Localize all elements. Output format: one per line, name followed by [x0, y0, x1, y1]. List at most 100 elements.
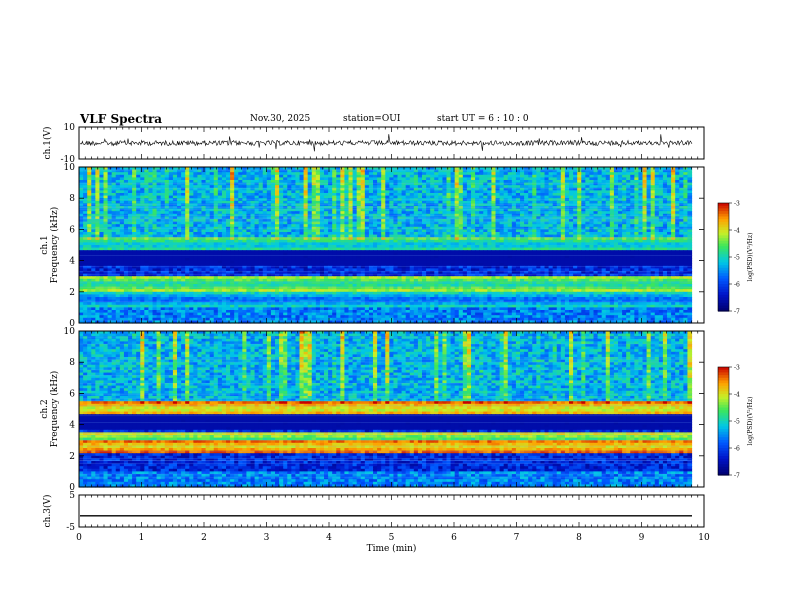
spectro-cell	[340, 203, 346, 207]
spectro-cell	[315, 190, 321, 194]
spectro-cell	[548, 167, 554, 171]
spectro-cell	[462, 180, 468, 184]
spectro-cell	[234, 211, 239, 215]
spectro-cell	[205, 169, 211, 173]
spectro-cell	[205, 206, 211, 210]
spectro-cell	[507, 193, 513, 197]
spectro-cell	[87, 208, 92, 212]
spectro-cell	[193, 206, 199, 210]
spectro-cell	[634, 180, 640, 184]
spectro-cell	[193, 174, 199, 178]
spectro-cell	[279, 200, 284, 204]
spectro-cell	[430, 167, 435, 171]
spectro-cell	[79, 180, 84, 184]
spectro-cell	[344, 185, 350, 189]
spectro-cell	[238, 187, 243, 191]
spectro-cell	[266, 208, 272, 212]
spectro-cell	[491, 193, 497, 197]
spectro-cell	[601, 185, 607, 189]
spectro-cell	[279, 198, 284, 202]
spectro-cell	[564, 182, 570, 186]
spectro-cell	[683, 169, 689, 173]
spectro-cell	[205, 200, 211, 204]
spectro-cell	[107, 190, 113, 194]
spectro-cell	[556, 177, 562, 181]
spectro-cell	[270, 200, 276, 204]
spectro-cell	[520, 208, 525, 212]
spectro-cell	[307, 193, 313, 197]
spectro-cell	[336, 187, 341, 191]
spectro-cell	[618, 193, 623, 197]
spectro-cell	[258, 203, 264, 207]
spectro-cell	[589, 203, 595, 207]
spectro-cell	[217, 174, 223, 178]
spectro-cell	[99, 169, 105, 173]
spectro-cell	[123, 200, 129, 204]
spectro-cell	[462, 206, 468, 210]
spectro-cell	[605, 177, 611, 181]
spectro-cell	[348, 172, 354, 176]
spectro-cell	[275, 190, 280, 194]
spectro-cell	[630, 169, 635, 173]
spectro-cell	[95, 198, 101, 202]
spectro-cell	[491, 185, 497, 189]
spectro-cell	[679, 213, 684, 217]
spectro-cell	[577, 193, 582, 197]
spectro-cell	[283, 208, 288, 212]
spectro-cell	[528, 206, 533, 210]
spectro-cell	[295, 193, 301, 197]
spectro-cell	[613, 172, 619, 176]
spectro-cell	[132, 169, 137, 173]
spectro-cell	[132, 180, 137, 184]
spectro-cell	[573, 203, 578, 207]
spectro-cell	[356, 203, 362, 207]
spectro-cell	[258, 211, 264, 215]
spectro-cell	[646, 169, 652, 173]
spectro-cell	[475, 193, 480, 197]
spectro-cell	[91, 174, 96, 178]
spectro-cell	[156, 167, 162, 171]
spectro-cell	[197, 177, 203, 181]
spectro-cell	[524, 190, 529, 194]
spectro-cell	[152, 169, 158, 173]
spectro-cell	[270, 180, 276, 184]
spectro-cell	[687, 211, 693, 215]
spectro-cell	[315, 193, 321, 197]
spectro-cell	[275, 213, 280, 217]
spectro-cell	[483, 180, 488, 184]
spectro-cell	[438, 185, 444, 189]
spectro-cell	[544, 200, 550, 204]
spectro-cell	[613, 169, 619, 173]
spectro-cell	[385, 198, 390, 202]
spectro-cell	[107, 169, 113, 173]
spectro-cell	[279, 195, 284, 199]
spectro-cell	[483, 206, 488, 210]
spectro-cell	[597, 174, 603, 178]
spectro-cell	[328, 198, 333, 202]
spectro-cell	[168, 180, 174, 184]
spectro-cell	[160, 177, 166, 181]
spectro-cell	[548, 203, 554, 207]
spectro-cell	[475, 206, 480, 210]
spectro-cell	[140, 206, 145, 210]
spectro-cell	[475, 208, 480, 212]
spectro-cell	[609, 172, 615, 176]
spectro-cell	[577, 200, 582, 204]
spectro-cell	[221, 206, 227, 210]
spectro-cell	[291, 187, 297, 191]
spectro-cell	[658, 185, 664, 189]
spectro-cell	[597, 200, 603, 204]
spectro-cell	[487, 198, 493, 202]
spectro-cell	[205, 213, 211, 217]
spectro-cell	[426, 185, 431, 189]
spectro-cell	[87, 182, 92, 186]
spectro-cell	[148, 198, 154, 202]
spectro-cell	[438, 169, 444, 173]
spectro-cell	[91, 167, 96, 171]
spectro-cell	[552, 185, 558, 189]
spectro-cell	[675, 200, 680, 204]
spectro-cell	[552, 172, 558, 176]
spectro-cell	[609, 211, 615, 215]
spectro-cell	[283, 187, 288, 191]
spectro-cell	[385, 167, 390, 171]
